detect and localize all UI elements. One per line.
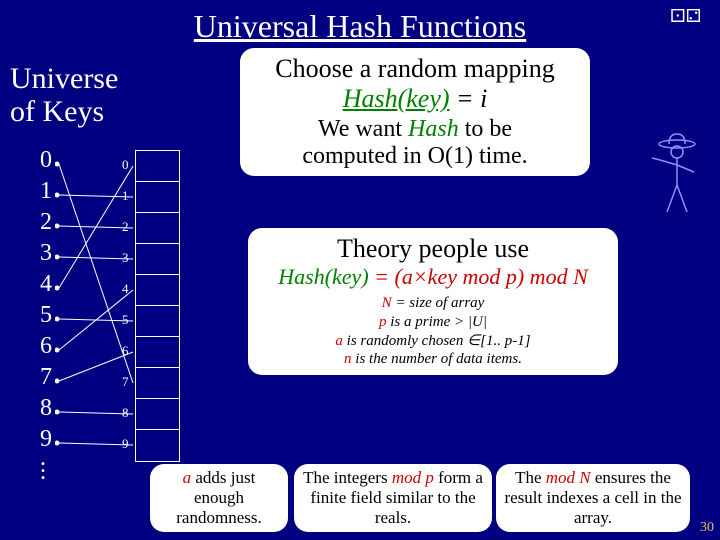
universe-label-l1: Universe [10,62,118,95]
key-item: 1 [40,176,52,207]
hash-key-text: Hash(key) [343,84,450,113]
bubble1-line2: Hash(key) = i [254,84,576,114]
array-cell: 1 [136,182,179,213]
array-index: 2 [122,219,129,235]
bubble-modn: The mod N ensures the result indexes a c… [496,464,690,532]
array-index: 3 [122,250,129,266]
bubble1-line4: computed in O(1) time. [254,143,576,170]
array-cell: 5 [136,306,179,337]
page-number: 30 [700,520,714,536]
key-item: 2 [40,207,52,238]
key-ellipsis: ... [40,455,52,486]
bubble-random-mapping: Choose a random mapping Hash(key) = i We… [240,48,590,176]
bubble1-line3: We want Hash to be [254,116,576,143]
key-item: 4 [40,269,52,300]
array-cell: 3 [136,244,179,275]
key-item: 7 [40,362,52,393]
hash-word: Hash [408,116,459,142]
key-item: 0 [40,145,52,176]
array-index: 8 [122,405,129,421]
array-index: 0 [122,157,129,173]
array-cell: 8 [136,399,179,430]
array-index: 1 [122,188,129,204]
bubble2-formula: Hash(key) = (a×key mod p) mod N [262,264,604,290]
hash-array: 0123456789 [135,150,180,462]
array-index: 4 [122,281,129,297]
array-cell: 0 [136,151,179,182]
key-item: 6 [40,331,52,362]
array-cell: 7 [136,368,179,399]
array-index: 6 [122,343,129,359]
slide-title: Universal Hash Functions [0,0,720,45]
array-cell: 9 [136,430,179,461]
cowboy-icon [652,130,702,220]
bubble2-title: Theory people use [262,234,604,264]
key-item: 8 [40,393,52,424]
bubble-a-randomness: a adds just enough randomness. [150,464,288,532]
key-item: 3 [40,238,52,269]
bubble2-details: N = size of array p is a prime > |U| a i… [262,294,604,369]
array-index: 5 [122,312,129,328]
bubble1-line1: Choose a random mapping [254,54,576,84]
array-cell: 2 [136,213,179,244]
array-cell: 6 [136,337,179,368]
keys-list: 0123456789... [40,145,52,486]
bubble-theory: Theory people use Hash(key) = (a×key mod… [248,228,618,375]
array-cell: 4 [136,275,179,306]
bubble-modp: The integers mod p form a finite field s… [294,464,492,532]
universe-label-l2: of Keys [10,95,118,128]
array-index: 9 [122,436,129,452]
array-index: 7 [122,374,129,390]
key-item: 5 [40,300,52,331]
eq-i: = i [450,84,488,113]
universe-label: Universe of Keys [10,62,118,128]
dice-icon: ⚀⚁ [670,6,710,30]
